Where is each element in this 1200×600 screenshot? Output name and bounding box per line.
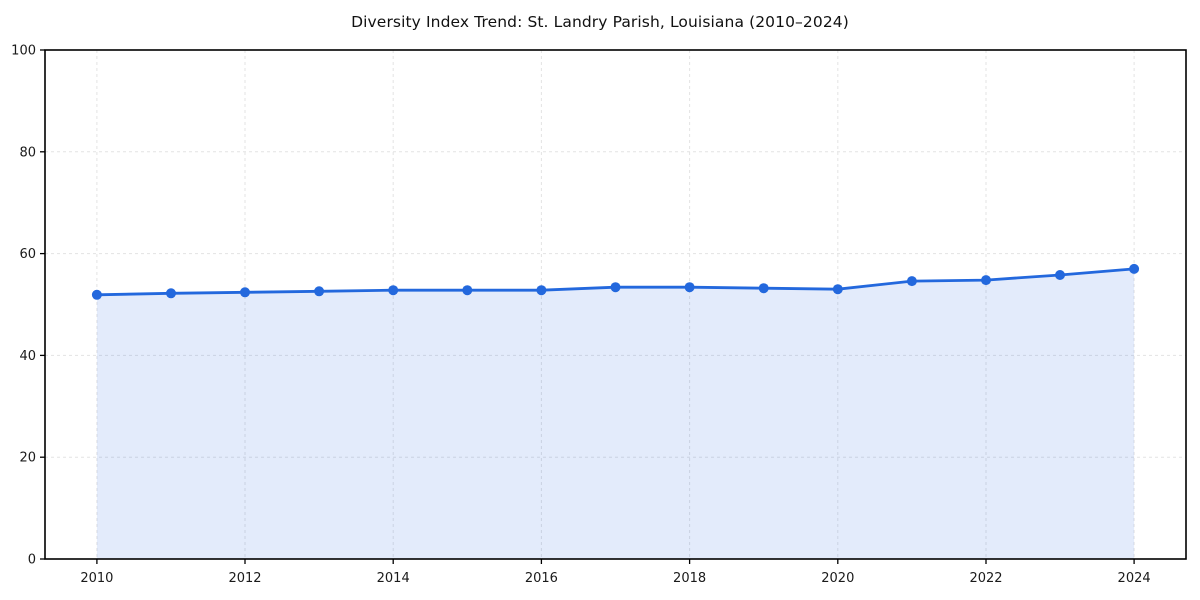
data-point-2014 — [388, 285, 399, 296]
data-point-2016 — [536, 285, 547, 296]
data-point-2013 — [314, 286, 325, 297]
data-point-2021 — [906, 276, 917, 287]
x-tick-label: 2014 — [377, 571, 410, 586]
x-tick-label: 2016 — [525, 571, 558, 586]
data-point-2010 — [91, 289, 102, 300]
data-point-2019 — [758, 283, 769, 294]
y-tick-label: 80 — [19, 145, 36, 160]
data-point-2012 — [240, 287, 250, 298]
y-tick-label: 0 — [28, 553, 36, 568]
data-point-2020 — [832, 284, 843, 295]
data-point-2015 — [462, 285, 473, 296]
y-tick-label: 60 — [19, 247, 36, 262]
y-tick-label: 100 — [11, 44, 36, 59]
data-point-2022 — [981, 275, 991, 286]
chart-title: Diversity Index Trend: St. Landry Parish… — [351, 13, 849, 31]
data-point-2011 — [166, 288, 176, 299]
data-point-2023 — [1055, 270, 1065, 280]
x-tick-label: 2012 — [228, 571, 261, 586]
x-tick-label: 2022 — [969, 571, 1002, 586]
x-tick-label: 2020 — [821, 571, 854, 586]
x-tick-label: 2010 — [80, 571, 113, 586]
x-tick-label: 2024 — [1118, 571, 1151, 586]
data-point-2017 — [610, 282, 621, 293]
x-tick-label: 2018 — [673, 571, 706, 586]
area-fill — [96, 268, 1135, 559]
y-tick-label: 20 — [19, 451, 36, 466]
y-tick-label: 40 — [19, 349, 36, 364]
data-point-2024 — [1129, 263, 1140, 274]
plot-border — [44, 49, 1187, 560]
data-point-2018 — [684, 282, 695, 293]
